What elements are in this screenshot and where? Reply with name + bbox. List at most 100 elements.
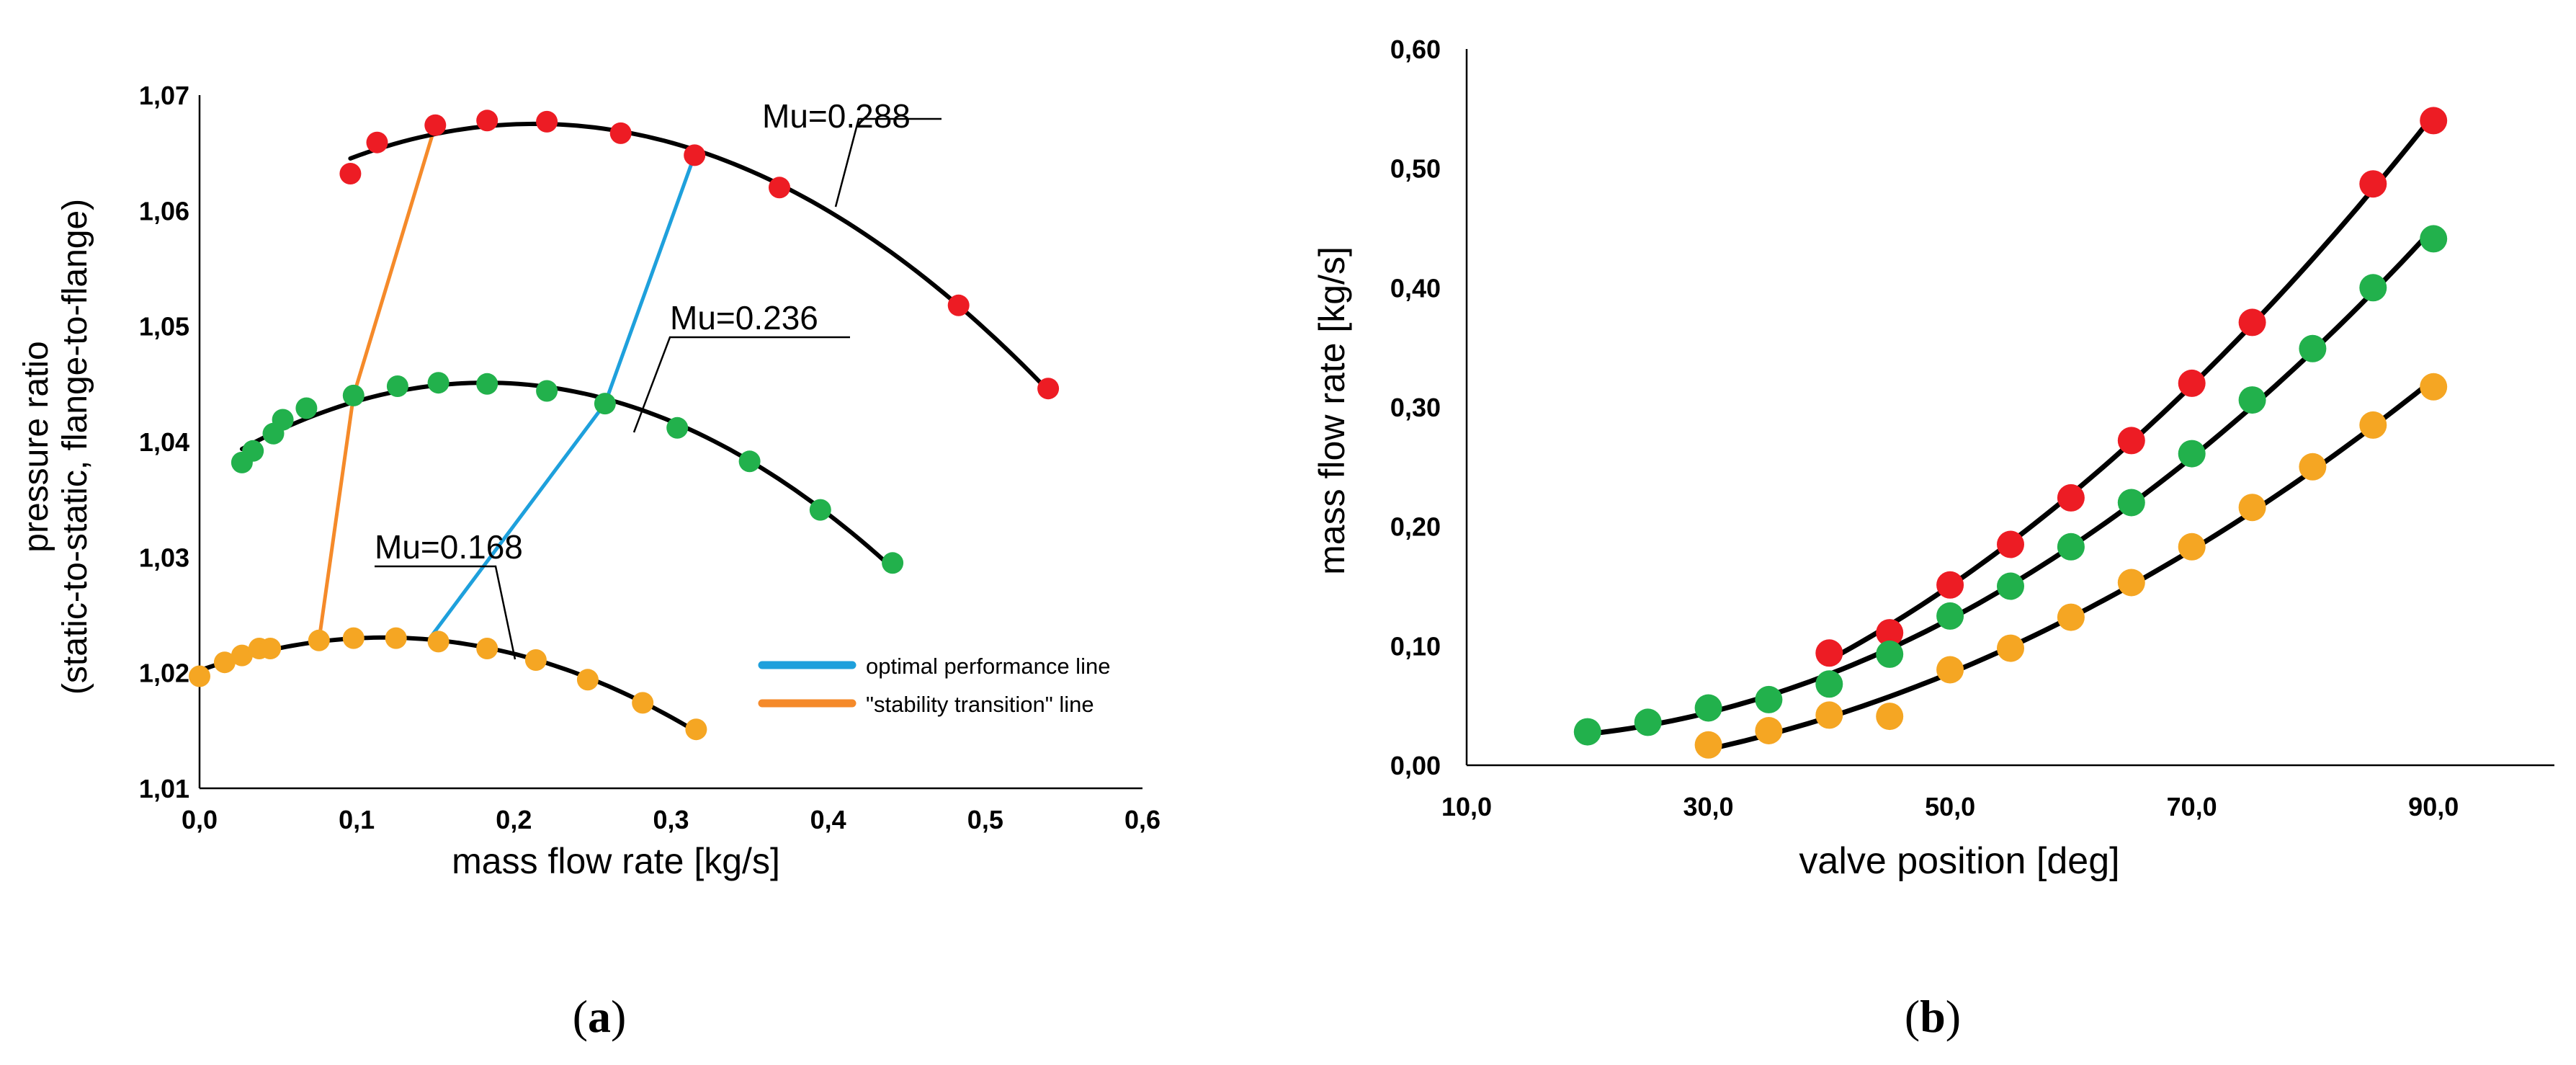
chart-a-y-tick-labels: 1,01 1,02 1,03 1,04 1,05 1,06 1,07 [139, 81, 189, 803]
data-point-mu-0-168-2 [231, 644, 253, 667]
data-point-mu-0-288-8 [947, 294, 970, 316]
data-point-mu-0-236-1 [1634, 708, 1662, 736]
data-point-mu-0-168-13 [685, 718, 707, 741]
data-point-mu-0-288-1 [366, 131, 388, 153]
data-point-mu-0-288-7 [2238, 308, 2266, 337]
y-tick-label: 0,40 [1390, 273, 1441, 303]
annotation-leader-mu-0288 [834, 117, 942, 208]
data-point-mu-0-168-8 [427, 630, 450, 653]
data-point-mu-0-236-3 [1755, 685, 1783, 713]
annotation-leader-mu-0236 [632, 336, 850, 433]
chart-b-y-axis-title: mass flow rate [kg/s] [1312, 246, 1352, 575]
data-point-mu-0-236-10 [594, 393, 616, 415]
chart-b-data-points [1573, 107, 2448, 759]
data-point-mu-0-236-13 [809, 499, 831, 521]
data-point-mu-0-288-0 [1815, 639, 1843, 667]
data-point-mu-0-236-11 [666, 416, 689, 439]
data-point-mu-0-288-4 [2057, 484, 2085, 512]
annotation-label-mu-0288: Mu=0.288 [762, 97, 911, 135]
data-point-mu-0-168-6 [2057, 603, 2085, 631]
y-tick-label: 0,10 [1390, 631, 1441, 661]
data-point-mu-0-168-0 [189, 665, 210, 687]
data-point-mu-0-288-5 [609, 122, 632, 144]
x-tick-label: 0,0 [182, 805, 218, 834]
chart-a-x-axis-title: mass flow rate [kg/s] [452, 841, 780, 881]
legend-label-stability-line: "stability transition" line [866, 692, 1094, 717]
chart-b-axes [1465, 49, 2554, 767]
x-tick-label: 0,6 [1124, 805, 1160, 834]
data-point-mu-0-168-11 [576, 669, 599, 691]
data-point-mu-0-288-5 [2117, 427, 2145, 455]
data-point-mu-0-168-3 [1876, 703, 1904, 731]
data-point-mu-0-236-9 [536, 380, 558, 402]
data-point-mu-0-168-8 [2178, 532, 2206, 561]
data-point-mu-0-236-1 [242, 440, 264, 462]
y-tick-label: 0,50 [1390, 154, 1441, 184]
x-tick-label: 0,2 [496, 805, 532, 834]
data-point-mu-0-168-9 [476, 638, 498, 659]
data-point-mu-0-288-4 [536, 110, 558, 133]
chart-b-panel-label: (b) [1905, 991, 1961, 1042]
x-tick-label: 70,0 [2167, 792, 2217, 821]
data-point-mu-0-288-6 [684, 144, 706, 166]
data-point-mu-0-236-8 [2057, 532, 2085, 561]
data-point-mu-0-236-5 [1876, 640, 1904, 668]
x-tick-label: 50,0 [1925, 792, 1975, 821]
x-tick-label: 90,0 [2408, 792, 2459, 821]
data-point-mu-0-236-0 [1573, 718, 1601, 746]
data-point-mu-0-236-7 [1997, 572, 2024, 600]
x-tick-label: 0,5 [967, 805, 1003, 834]
y-tick-label: 0,20 [1390, 512, 1441, 542]
data-point-mu-0-168-11 [2359, 411, 2387, 439]
data-point-mu-0-288-1 [1876, 619, 1904, 647]
data-point-mu-0-236-3 [272, 409, 294, 431]
annotation-label-mu-0168: Mu=0.168 [375, 528, 523, 566]
data-point-mu-0-236-11 [2238, 386, 2266, 414]
data-point-mu-0-236-8 [476, 373, 498, 395]
data-point-mu-0-236-12 [2299, 334, 2327, 362]
y-tick-label: 1,01 [139, 774, 189, 803]
data-point-mu-0-236-13 [2359, 274, 2387, 302]
data-point-mu-0-236-10 [2178, 440, 2206, 468]
data-point-mu-0-168-6 [342, 627, 365, 649]
data-point-mu-0-288-2 [1936, 571, 1964, 599]
data-point-mu-0-168-9 [2238, 494, 2266, 522]
data-point-mu-0-168-1 [1755, 717, 1783, 744]
annotation-label-mu-0236: Mu=0.236 [670, 299, 818, 337]
data-point-mu-0-288-9 [1037, 378, 1060, 400]
annotation-leader-mu-0168 [375, 565, 516, 660]
data-point-mu-0-236-4 [1815, 670, 1843, 698]
data-point-mu-0-288-2 [424, 114, 447, 136]
data-point-mu-0-288-6 [2178, 369, 2206, 397]
y-tick-label: 1,03 [139, 543, 189, 572]
data-point-mu-0-288-8 [2359, 170, 2387, 198]
data-point-mu-0-168-4 [259, 638, 282, 659]
x-tick-label: 0,3 [653, 805, 689, 834]
data-point-mu-0-288-3 [476, 110, 498, 132]
chart-a-legend: optimal performance line "stability tran… [758, 654, 1110, 717]
data-point-mu-0-236-6 [1936, 602, 1964, 630]
data-point-mu-0-236-14 [2420, 225, 2448, 253]
data-point-mu-0-168-2 [1815, 701, 1843, 729]
data-point-mu-0-168-5 [1997, 634, 2024, 662]
data-point-mu-0-168-7 [385, 627, 407, 649]
x-tick-label: 10,0 [1441, 792, 1492, 821]
data-point-mu-0-236-6 [386, 375, 408, 397]
chart-b-x-axis-title: valve position [deg] [1799, 840, 2119, 882]
y-tick-label: 1,02 [139, 659, 189, 688]
legend-label-optimal-line: optimal performance line [866, 654, 1110, 679]
data-point-mu-0-168-10 [2299, 453, 2327, 481]
data-point-mu-0-236-2 [1694, 694, 1722, 722]
data-point-mu-0-236-4 [295, 397, 318, 419]
data-point-mu-0-288-7 [769, 177, 790, 199]
data-point-mu-0-168-1 [213, 651, 236, 674]
chart-b-y-tick-labels: 0,00 0,10 0,20 0,30 0,40 0,50 0,60 [1390, 35, 1441, 780]
chart-a: 0,0 0,1 0,2 0,3 0,4 0,5 0,6 1,011,021,031,041,… [17, 81, 1160, 1042]
data-point-mu-0-236-14 [882, 552, 904, 574]
x-tick-label: 0,4 [810, 805, 846, 834]
y-tick-label: 0,00 [1390, 751, 1441, 780]
chart-b: 10,0 30,0 50,0 70,0 90,0 0,00 0,10 0,20 0,30 0,4… [1312, 35, 2554, 1042]
y-tick-label: 1,04 [139, 427, 189, 457]
